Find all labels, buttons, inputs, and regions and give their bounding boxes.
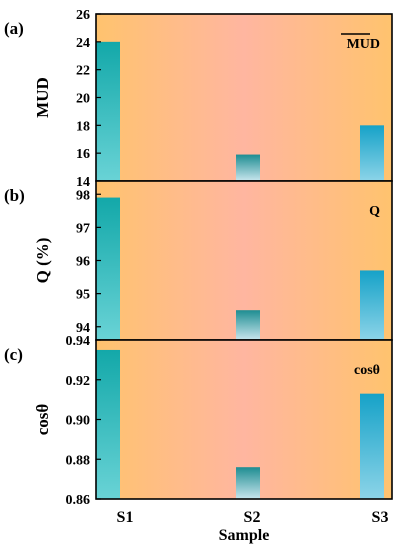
panel-b-label: (b): [4, 186, 25, 205]
panel-a-ylabel: MUD: [33, 77, 52, 118]
panel-c-bar-s2: [236, 467, 260, 499]
panel-b-ytick-label: 94: [76, 321, 90, 336]
panel-c-ytick-label: 0.90: [66, 414, 91, 429]
panel-a-ytick-label: 16: [76, 147, 90, 162]
x-tick-label-s1: S1: [117, 509, 134, 526]
panel-a-ytick-label: 14: [76, 175, 90, 190]
panel-a-ytick-label: 24: [76, 36, 90, 51]
panel-b-legend: Q: [369, 204, 380, 219]
panel-a-ytick-label: 26: [76, 8, 90, 23]
panel-a-background: [96, 14, 392, 181]
x-tick-label-s3: S3: [372, 509, 389, 526]
panel-a: (a) MUD MUD 14 16 18 20 22 24 26: [4, 8, 393, 190]
panel-c-ylabel: cosθ: [33, 404, 52, 436]
panel-b-ytick-label: 97: [76, 221, 90, 236]
panel-a-ytick-label: 20: [76, 92, 90, 107]
panel-c-ytick-label: 0.86: [66, 493, 91, 508]
panel-b-ytick-label: 98: [76, 188, 90, 203]
panel-b: (b) Q (%) Q 94 95 96 97 98: [4, 180, 393, 341]
panel-a-bar-s3: [360, 125, 384, 181]
panel-c-bar-s3: [360, 393, 384, 499]
panel-b-ylabel: Q (%): [33, 238, 52, 284]
panel-b-bar-s3: [360, 270, 384, 340]
panel-c-ytick-label: 0.88: [66, 453, 91, 468]
panel-a-bar-s2: [236, 154, 260, 181]
panel-c-label: (c): [4, 345, 23, 364]
panel-c: (c) cosθ cosθ 0.86 0.88 0.90 0.92 0.94: [4, 334, 393, 508]
panel-c-ytick-label: 0.92: [66, 374, 91, 389]
panel-c-bar-s1: [96, 349, 120, 499]
x-axis-label: Sample: [219, 527, 270, 544]
panel-c-ytick-label: 0.94: [66, 334, 91, 349]
panel-b-ytick-label: 96: [76, 255, 90, 270]
panel-b-bar-s1: [96, 197, 120, 340]
panel-a-bar-s1: [96, 41, 120, 182]
panel-a-ytick-label: 18: [76, 119, 90, 134]
panel-a-label: (a): [4, 19, 24, 38]
panel-c-legend: cosθ: [354, 363, 380, 378]
panel-a-ytick-label: 22: [76, 64, 90, 79]
panel-c-frame: [95, 339, 393, 500]
panel-b-ytick-label: 95: [76, 288, 90, 303]
x-axis: S1 S2 S3 Sample: [117, 509, 389, 544]
x-tick-label-s2: S2: [244, 509, 261, 526]
panel-b-bar-s2: [236, 310, 260, 340]
panel-a-legend: MUD: [347, 37, 380, 52]
